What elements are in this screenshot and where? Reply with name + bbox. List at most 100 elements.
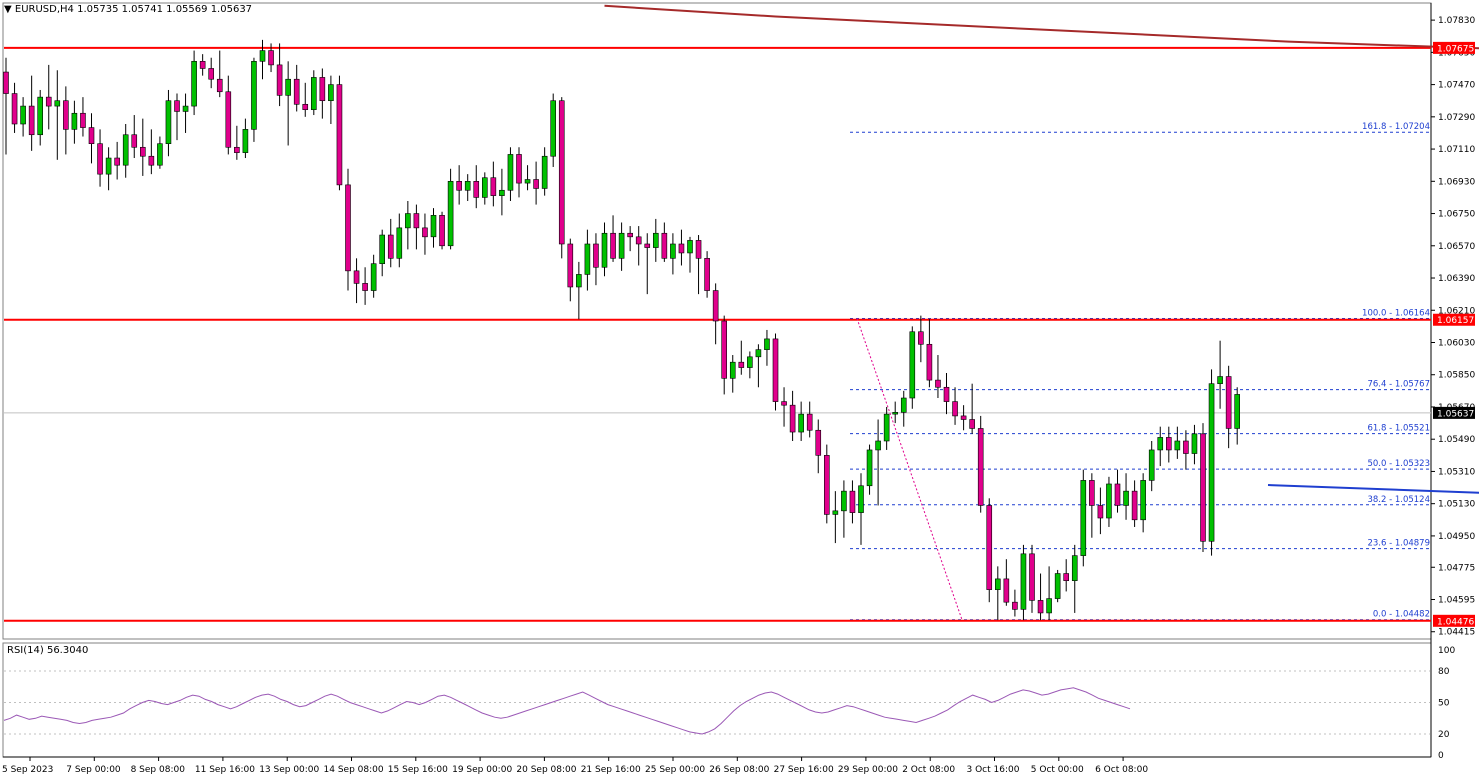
bearish-candle-body bbox=[491, 178, 496, 196]
time-axis-label: 7 Sep 00:00 bbox=[66, 765, 121, 775]
bullish-candle-body bbox=[756, 350, 761, 357]
bullish-candle-body bbox=[1141, 480, 1146, 519]
bearish-candle-body bbox=[782, 402, 787, 406]
bearish-candle-body bbox=[98, 144, 103, 174]
level-price-label: 1.06157 bbox=[1437, 316, 1474, 326]
bullish-candle-body bbox=[448, 181, 453, 245]
bearish-candle-body bbox=[953, 402, 958, 416]
bullish-candle-body bbox=[876, 441, 881, 450]
bullish-candle-body bbox=[542, 156, 547, 188]
bearish-candle-body bbox=[89, 128, 94, 144]
time-axis-label: 3 Oct 16:00 bbox=[967, 765, 1020, 775]
bearish-candle-body bbox=[175, 101, 180, 112]
bearish-candle-body bbox=[1166, 437, 1171, 450]
bullish-candle-body bbox=[251, 61, 256, 129]
bearish-candle-body bbox=[1132, 491, 1137, 520]
bullish-candle-body bbox=[1072, 556, 1077, 581]
price-axis-label: 1.05130 bbox=[1438, 500, 1475, 510]
bullish-candle-body bbox=[884, 414, 889, 441]
bullish-candle-body bbox=[328, 85, 333, 101]
time-axis-label: 29 Sep 00:00 bbox=[838, 765, 898, 775]
candle bbox=[1209, 369, 1214, 555]
price-axis-label: 1.04775 bbox=[1438, 563, 1475, 573]
bullish-candle-body bbox=[833, 511, 838, 515]
candle bbox=[824, 445, 829, 524]
fib-level-label: 76.4 - 1.05767 bbox=[1367, 380, 1430, 390]
bearish-candle-body bbox=[987, 505, 992, 589]
time-axis-label: 5 Sep 2023 bbox=[2, 765, 53, 775]
bullish-candle-body bbox=[482, 178, 487, 198]
bullish-candle-body bbox=[1021, 554, 1026, 610]
bearish-candle-body bbox=[354, 271, 359, 284]
rsi-axis-label: 80 bbox=[1438, 667, 1450, 677]
bullish-candle-body bbox=[619, 233, 624, 258]
bearish-candle-body bbox=[209, 68, 214, 79]
fib-level-label: 38.2 - 1.05124 bbox=[1367, 495, 1430, 505]
candle bbox=[773, 334, 778, 411]
candle bbox=[251, 58, 256, 142]
rsi-axis-label: 20 bbox=[1438, 730, 1450, 740]
bullish-candle-body bbox=[260, 51, 265, 62]
bearish-candle-body bbox=[918, 332, 923, 345]
collapse-arrow-icon[interactable]: ▼ bbox=[4, 4, 12, 15]
bearish-candle-body bbox=[80, 113, 85, 127]
bullish-candle-body bbox=[995, 579, 1000, 590]
candle bbox=[559, 97, 564, 258]
bullish-candle-body bbox=[243, 129, 248, 152]
bullish-candle-body bbox=[380, 235, 385, 264]
bullish-candle-body bbox=[1235, 394, 1240, 428]
bearish-candle-body bbox=[645, 244, 650, 248]
bearish-candle-body bbox=[850, 491, 855, 512]
candle bbox=[551, 94, 556, 167]
bearish-candle-body bbox=[790, 405, 795, 432]
bearish-candle-body bbox=[226, 92, 231, 148]
level-price-label: 1.07675 bbox=[1437, 44, 1474, 54]
bearish-candle-body bbox=[1030, 554, 1035, 601]
bullish-candle-body bbox=[576, 274, 581, 287]
bearish-candle-body bbox=[422, 228, 427, 237]
bearish-candle-body bbox=[816, 430, 821, 455]
price-axis-label: 1.07470 bbox=[1438, 81, 1475, 91]
current-price-label: 1.05637 bbox=[1437, 409, 1474, 419]
fib-level-label: 50.0 - 1.05323 bbox=[1367, 459, 1430, 469]
symbol-label: EURUSD,H4 bbox=[15, 4, 74, 15]
bearish-candle-body bbox=[440, 215, 445, 245]
bearish-candle-body bbox=[970, 420, 975, 429]
bearish-candle-body bbox=[935, 380, 940, 387]
bearish-candle-body bbox=[4, 72, 9, 93]
bearish-candle-body bbox=[388, 235, 393, 258]
chart-header: ▼ EURUSD,H4 1.05735 1.05741 1.05569 1.05… bbox=[4, 4, 252, 15]
ohlc-values: 1.05735 1.05741 1.05569 1.05637 bbox=[77, 4, 252, 15]
bullish-candle-body bbox=[841, 491, 846, 511]
fib-level-label: 161.8 - 1.07204 bbox=[1362, 122, 1430, 132]
rsi-header: RSI(14) 56.3040 bbox=[7, 645, 88, 656]
bullish-candle-body bbox=[1175, 441, 1180, 450]
bullish-candle-body bbox=[1055, 574, 1060, 599]
bullish-candle-body bbox=[55, 101, 60, 106]
bullish-candle-body bbox=[72, 113, 77, 129]
candle bbox=[910, 326, 915, 408]
bullish-candle-body bbox=[123, 135, 128, 165]
bearish-candle-body bbox=[12, 94, 17, 124]
bearish-candle-body bbox=[1115, 484, 1120, 505]
bullish-candle-body bbox=[1192, 434, 1197, 454]
bullish-candle-body bbox=[405, 214, 410, 228]
bullish-candle-body bbox=[730, 362, 735, 378]
rsi-axis-label: 0 bbox=[1438, 751, 1444, 761]
bullish-candle-body bbox=[166, 101, 171, 144]
bearish-candle-body bbox=[474, 181, 479, 197]
bullish-candle-body bbox=[1124, 491, 1129, 505]
bearish-candle-body bbox=[534, 180, 539, 189]
time-axis-label: 11 Sep 16:00 bbox=[195, 765, 255, 775]
bearish-candle-body bbox=[46, 97, 51, 106]
bearish-candle-body bbox=[679, 244, 684, 253]
time-axis-label: 27 Sep 16:00 bbox=[774, 765, 834, 775]
rsi-axis-label: 100 bbox=[1438, 646, 1455, 656]
price-axis-label: 1.07110 bbox=[1438, 145, 1475, 155]
bearish-candle-body bbox=[662, 233, 667, 258]
bearish-candle-body bbox=[1004, 579, 1009, 602]
fib-level-label: 23.6 - 1.04879 bbox=[1367, 539, 1430, 549]
bearish-candle-body bbox=[1201, 434, 1206, 541]
